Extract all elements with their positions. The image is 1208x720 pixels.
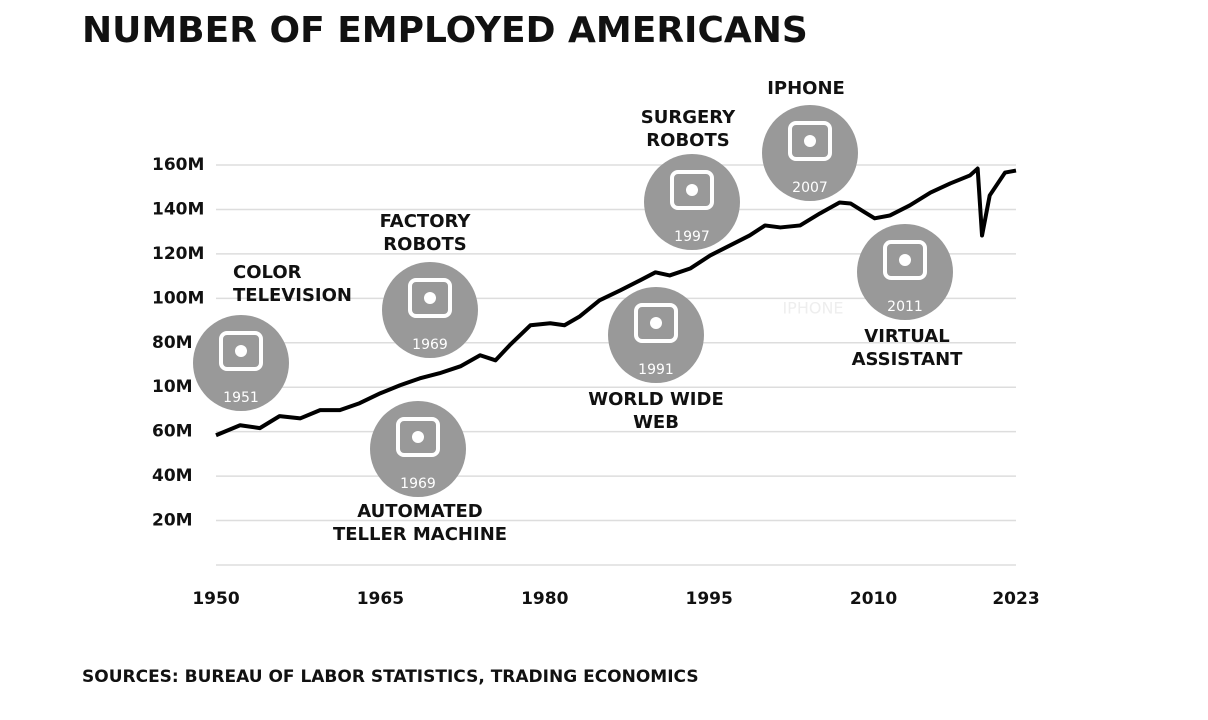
annotation-label: ROBOTS <box>383 234 466 255</box>
icon-circle <box>370 401 466 497</box>
data-line <box>215 166 1017 438</box>
icon <box>788 121 832 161</box>
y-tick-label: 140M <box>152 199 204 219</box>
icon-year: 1951 <box>223 390 259 406</box>
y-tick-label: 20M <box>152 511 193 531</box>
y-tick-label: 60M <box>152 422 193 442</box>
icon-year: 2007 <box>792 180 828 196</box>
icon <box>883 240 927 280</box>
x-tick-label: 2023 <box>992 589 1039 609</box>
icon-year: 1997 <box>674 229 710 245</box>
icon-dot <box>235 345 247 357</box>
annotation-label: COLOR <box>233 262 302 283</box>
icon <box>219 331 263 371</box>
icon-dot <box>650 317 662 329</box>
annotation-label: ROBOTS <box>646 130 729 151</box>
icon-year: 1991 <box>638 362 674 378</box>
source: SOURCES: BUREAU OF LABOR STATISTICS, TRA… <box>82 667 699 687</box>
chart-title: NUMBER OF EMPLOYED AMERICANS <box>82 10 808 51</box>
annotation-label: WEB <box>633 412 679 433</box>
annotation-label: SURGERY <box>641 107 736 128</box>
icon-circle <box>608 287 704 383</box>
x-tick-label: 1950 <box>192 589 239 609</box>
icon-dot <box>899 254 911 266</box>
icon-year: 2011 <box>887 299 923 315</box>
y-tick-label: 10M <box>152 377 193 397</box>
icon-dot <box>412 431 424 443</box>
icon <box>396 417 440 457</box>
x-tick-label: 1965 <box>357 589 404 609</box>
annotation-label: ASSISTANT <box>852 349 964 370</box>
icon-year: 1969 <box>412 337 448 353</box>
y-tick-label: 40M <box>152 466 193 486</box>
icon-circle <box>857 224 953 320</box>
icon-circle <box>382 262 478 358</box>
x-tick-label: 2010 <box>850 589 897 609</box>
icon-year: 1969 <box>400 476 436 492</box>
icon-circle <box>193 315 289 411</box>
icon-circle <box>762 105 858 201</box>
x-tick-label: 1980 <box>521 589 568 609</box>
icon <box>408 278 452 318</box>
y-tick-label: 160M <box>152 155 204 175</box>
icon-circle <box>644 154 740 250</box>
icon <box>634 303 678 343</box>
annotation-label: IPHONE <box>767 78 845 99</box>
annotation-label: WORLD WIDE <box>588 389 723 410</box>
y-tick-label: 100M <box>152 288 204 308</box>
annotation-label: VIRTUAL <box>864 326 949 347</box>
x-tick-label: 1995 <box>685 589 732 609</box>
watermark: IPHONE <box>782 299 843 318</box>
annotation-label: AUTOMATED <box>357 501 483 522</box>
annotation-label: TELLER MACHINE <box>333 524 507 545</box>
annotation-label: TELEVISION <box>233 285 352 306</box>
annotation-label: FACTORY <box>380 211 472 232</box>
icon-dot <box>424 292 436 304</box>
icon-dot <box>686 184 698 196</box>
y-tick-label: 120M <box>152 244 204 264</box>
icon <box>670 170 714 210</box>
icon-dot <box>804 135 816 147</box>
y-tick-label: 80M <box>152 333 193 353</box>
